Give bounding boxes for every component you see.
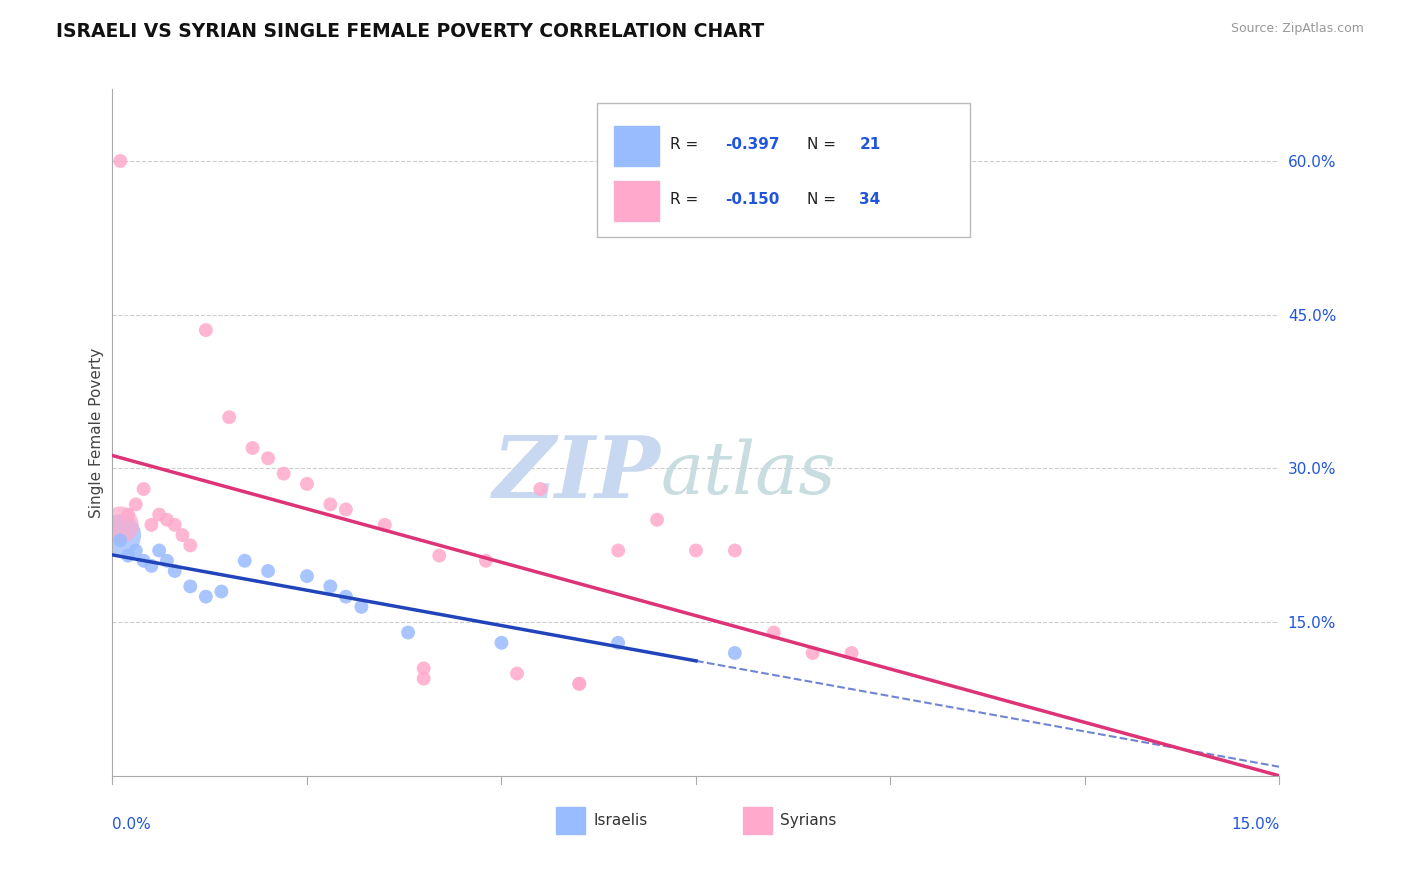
Point xyxy=(801,646,824,660)
Point xyxy=(132,554,155,568)
Point xyxy=(110,517,132,532)
Point xyxy=(724,646,747,660)
Bar xyxy=(555,807,585,834)
Point xyxy=(685,543,707,558)
Point xyxy=(257,564,280,578)
Point xyxy=(218,410,240,425)
Point xyxy=(233,554,256,568)
Point xyxy=(179,579,201,593)
Point xyxy=(194,323,217,337)
Point xyxy=(141,558,163,573)
Point xyxy=(396,625,419,640)
Point xyxy=(132,482,155,496)
Y-axis label: Single Female Poverty: Single Female Poverty xyxy=(89,348,104,517)
Point xyxy=(491,636,513,650)
Point xyxy=(125,543,148,558)
Point xyxy=(141,517,163,532)
Point xyxy=(295,476,318,491)
Point xyxy=(172,528,194,542)
Point xyxy=(125,497,148,511)
Text: -0.397: -0.397 xyxy=(725,136,780,152)
Point xyxy=(194,590,217,604)
Point xyxy=(607,636,630,650)
Point xyxy=(568,677,591,691)
Point xyxy=(295,569,318,583)
Point xyxy=(568,677,591,691)
Point xyxy=(209,584,232,599)
Text: N =: N = xyxy=(807,192,841,207)
Point xyxy=(841,646,863,660)
Point xyxy=(163,517,186,532)
Point xyxy=(148,508,170,522)
Text: -0.150: -0.150 xyxy=(725,192,779,207)
Point xyxy=(607,543,630,558)
Text: R =: R = xyxy=(671,136,703,152)
Point xyxy=(257,451,280,466)
Text: ZIP: ZIP xyxy=(494,432,661,516)
Text: ISRAELI VS SYRIAN SINGLE FEMALE POVERTY CORRELATION CHART: ISRAELI VS SYRIAN SINGLE FEMALE POVERTY … xyxy=(56,22,765,41)
Text: atlas: atlas xyxy=(661,439,837,509)
Point xyxy=(374,517,396,532)
FancyBboxPatch shape xyxy=(596,103,970,237)
Point xyxy=(156,554,179,568)
Point xyxy=(475,554,498,568)
Point xyxy=(762,625,785,640)
Text: Israelis: Israelis xyxy=(593,814,648,828)
Point xyxy=(156,513,179,527)
Text: 21: 21 xyxy=(859,136,880,152)
Text: Source: ZipAtlas.com: Source: ZipAtlas.com xyxy=(1230,22,1364,36)
Bar xyxy=(614,181,658,221)
Point xyxy=(117,508,139,522)
Point xyxy=(179,538,201,552)
Point xyxy=(645,513,668,527)
Point xyxy=(273,467,295,481)
Text: 34: 34 xyxy=(859,192,880,207)
Point xyxy=(319,579,342,593)
Text: Syrians: Syrians xyxy=(780,814,837,828)
Point xyxy=(427,549,450,563)
Bar xyxy=(614,127,658,166)
Point xyxy=(117,549,139,563)
Point xyxy=(163,564,186,578)
Bar xyxy=(742,807,772,834)
Point xyxy=(506,666,529,681)
Text: R =: R = xyxy=(671,192,703,207)
Point xyxy=(529,482,551,496)
Point xyxy=(335,502,357,516)
Point xyxy=(242,441,264,455)
Text: N =: N = xyxy=(807,136,841,152)
Point xyxy=(110,528,132,542)
Point xyxy=(110,153,132,168)
Point xyxy=(110,533,132,548)
Point xyxy=(148,543,170,558)
Point xyxy=(319,497,342,511)
Text: 15.0%: 15.0% xyxy=(1232,817,1279,832)
Point xyxy=(350,599,373,614)
Point xyxy=(412,672,434,686)
Text: 0.0%: 0.0% xyxy=(112,817,152,832)
Point xyxy=(335,590,357,604)
Point xyxy=(412,661,434,675)
Point xyxy=(724,543,747,558)
